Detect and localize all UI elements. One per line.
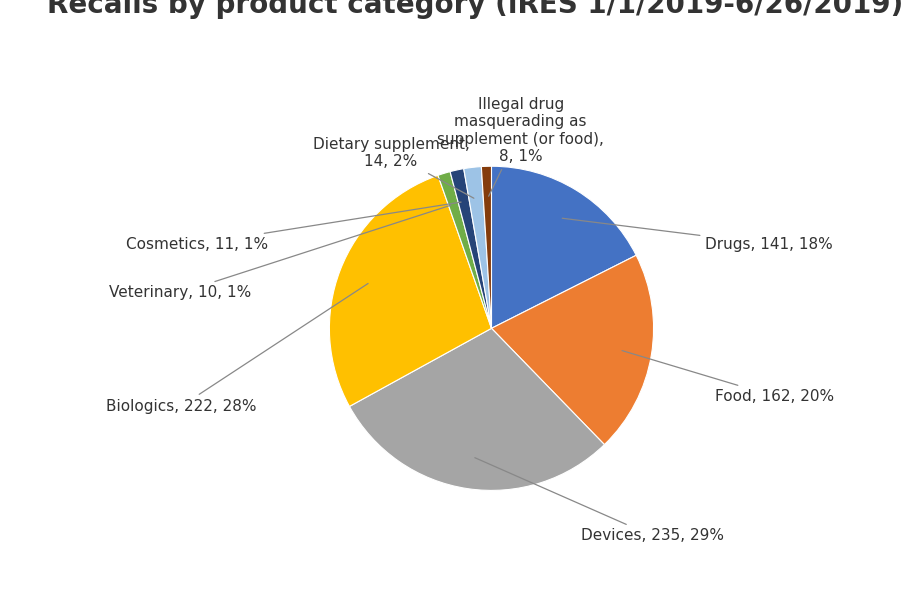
Text: Drugs, 141, 18%: Drugs, 141, 18% xyxy=(562,218,834,251)
Wedge shape xyxy=(492,255,654,445)
Text: Veterinary, 10, 1%: Veterinary, 10, 1% xyxy=(110,205,451,300)
Title: Recalls by product category (iRES 1/1/2019-6/26/2019): Recalls by product category (iRES 1/1/20… xyxy=(48,0,903,19)
Text: Devices, 235, 29%: Devices, 235, 29% xyxy=(474,458,724,543)
Wedge shape xyxy=(438,171,492,329)
Wedge shape xyxy=(329,176,492,406)
Wedge shape xyxy=(492,166,636,329)
Text: Biologics, 222, 28%: Biologics, 222, 28% xyxy=(106,283,368,414)
Wedge shape xyxy=(349,329,604,490)
Wedge shape xyxy=(450,168,492,329)
Text: Cosmetics, 11, 1%: Cosmetics, 11, 1% xyxy=(126,202,461,251)
Text: Illegal drug
masquerading as
supplement (or food),
8, 1%: Illegal drug masquerading as supplement … xyxy=(437,97,604,196)
Text: Dietary supplement,
14, 2%: Dietary supplement, 14, 2% xyxy=(313,137,473,198)
Text: Food, 162, 20%: Food, 162, 20% xyxy=(622,350,834,404)
Wedge shape xyxy=(463,167,492,329)
Wedge shape xyxy=(482,166,492,329)
